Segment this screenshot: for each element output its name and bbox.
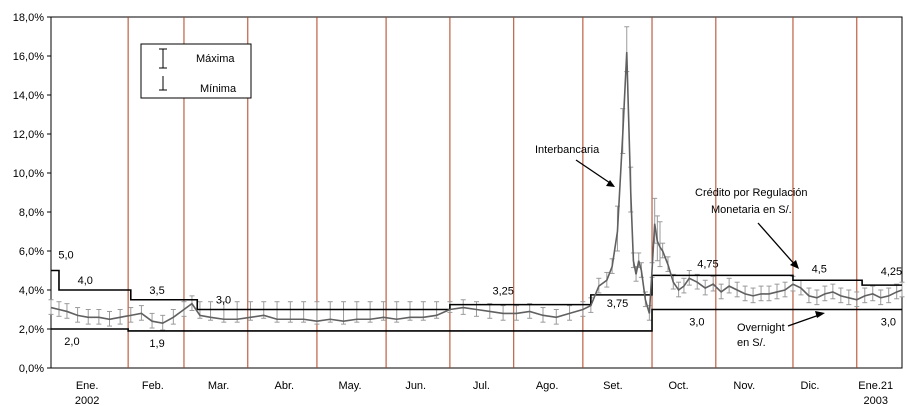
step-value-label: 3,0: [216, 295, 231, 307]
x-month-label: Mar.: [208, 380, 229, 392]
y-tick-label: 10,0%: [13, 168, 44, 180]
step-value-label: 4,5: [812, 263, 827, 275]
x-axis: Ene. Feb. Mar. Abr. May. Jun. Jul. Ago. Set. Oct.…: [75, 380, 893, 406]
interbank-line: [50, 52, 903, 324]
y-tick-label: 12,0%: [13, 129, 44, 141]
y-tick-label: 16,0%: [13, 51, 44, 63]
y-tick-label: 0,0%: [19, 363, 44, 375]
legend: Máxima Mínima: [140, 43, 252, 99]
x-month-label: Jul.: [473, 380, 490, 392]
overnight-step-line: [51, 308, 902, 332]
annotation-credito-arrowhead: [790, 260, 799, 269]
step-value-label: 3,5: [149, 285, 164, 297]
step-value-label: 4,0: [78, 275, 93, 287]
step-value-label: 3,0: [689, 317, 704, 329]
annotation-overnight-line2: en S/.: [737, 337, 766, 349]
y-tick-label: 18,0%: [13, 12, 44, 24]
x-year-label: 2003: [863, 395, 887, 406]
y-axis: 0,0% 2,0% 4,0% 6,0% 8,0% 10,0% 12,0% 14,0% 16,0%…: [13, 12, 51, 375]
x-month-label: Abr.: [274, 380, 294, 392]
step-value-label: 3,25: [492, 286, 513, 298]
x-month-label: Jun.: [405, 380, 426, 392]
step-value-label: 3,75: [607, 298, 628, 310]
step-value-label: 2,0: [64, 336, 79, 348]
x-month-label: Ene.21: [858, 380, 893, 392]
rate-step-lines: [51, 269, 902, 332]
step-value-label: 3,0: [881, 317, 896, 329]
y-tick-label: 8,0%: [19, 207, 44, 219]
x-month-label: Dic.: [801, 380, 820, 392]
annotation-credito-line1: Crédito por Regulación: [695, 187, 808, 199]
step-value-label: 5,0: [58, 250, 73, 262]
y-tick-label: 2,0%: [19, 324, 44, 336]
annotation-credito-line2: Monetaria en S/.: [711, 204, 792, 216]
y-tick-label: 14,0%: [13, 90, 44, 102]
x-month-label: Oct.: [668, 380, 688, 392]
y-tick-label: 6,0%: [19, 246, 44, 258]
annotations: Interbancaria Crédito por Regulación Mon…: [535, 144, 825, 349]
annotation-overnight-arrow: [787, 313, 823, 327]
y-tick-label: 4,0%: [19, 285, 44, 297]
legend-max-label: Máxima: [196, 53, 235, 65]
step-value-labels: 5,0 4,0 3,5 3,0 3,25 3,75 4,75 4,5 4,25 2,0 1,9 3,0…: [58, 250, 902, 350]
annotation-overnight-arrowhead: [815, 311, 825, 318]
legend-box: [140, 43, 252, 99]
annotation-overnight-line1: Overnight: [737, 322, 785, 334]
x-month-label: Set.: [603, 380, 623, 392]
annotation-interbancaria-arrowhead: [606, 180, 615, 187]
annotation-interbancaria: Interbancaria: [535, 144, 600, 156]
credito-step-line: [51, 269, 902, 311]
step-value-label: 4,75: [697, 258, 718, 270]
interbancaria-line: [50, 52, 903, 324]
annotation-interbancaria-arrow: [575, 159, 614, 186]
step-value-label: 4,25: [881, 266, 902, 278]
x-month-label: Nov.: [733, 380, 755, 392]
legend-min-label: Mínima: [200, 83, 237, 95]
x-month-label: May.: [338, 380, 361, 392]
x-month-label: Feb.: [142, 380, 164, 392]
annotation-credito-arrow: [757, 222, 797, 267]
x-month-label: Ene.: [76, 380, 99, 392]
x-year-label: 2002: [75, 395, 99, 406]
step-value-label: 1,9: [149, 338, 164, 350]
x-month-label: Ago.: [536, 380, 559, 392]
